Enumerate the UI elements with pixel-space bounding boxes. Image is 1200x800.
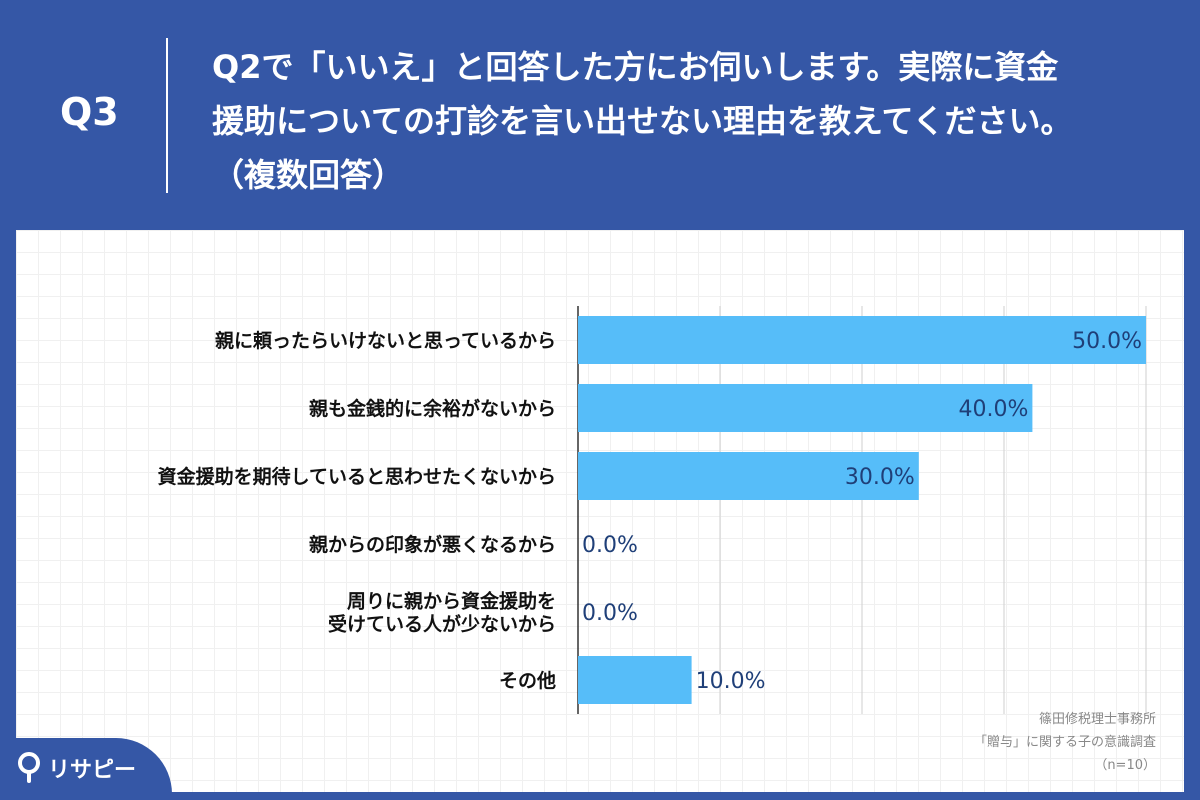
question-line: 援助についての打診を言い出せない理由を教えてください。 xyxy=(212,102,1073,140)
source-line: 「贈与」に関する子の意識調査 xyxy=(973,735,1156,750)
chart-panel: 親に頼ったらいけないと思っているから 50.0% 親も金銭的に余裕がないから 40.0… xyxy=(16,230,1184,792)
bar xyxy=(578,656,692,704)
category-label: その他 xyxy=(499,669,556,692)
question-line: Q2で「いいえ」と回答した方にお伺いします。実際に資金 xyxy=(212,48,1059,86)
category-label: 周りに親から資金援助を受けている人が少ないから xyxy=(328,590,556,636)
category-label: 資金援助を期待していると思わせたくないから xyxy=(158,465,556,488)
question-number: Q3 xyxy=(60,90,119,134)
value-label: 30.0% xyxy=(845,465,915,490)
question-line: （複数回答） xyxy=(212,156,405,194)
question-text: Q2で「いいえ」と回答した方にお伺いします。実際に資金 援助についての打診を言い… xyxy=(212,40,1172,202)
location-pin-icon xyxy=(18,752,40,783)
category-label: 親も金銭的に余裕がないから xyxy=(309,397,556,420)
value-label: 40.0% xyxy=(959,397,1029,422)
source-note: 篠田修税理士事務所 「贈与」に関する子の意識調査 （n=10） xyxy=(974,708,1156,777)
bar xyxy=(578,452,919,500)
value-label: 50.0% xyxy=(1072,329,1142,354)
source-line: （n=10） xyxy=(1094,758,1156,773)
source-line: 篠田修税理士事務所 xyxy=(1038,712,1156,727)
value-label: 0.0% xyxy=(582,533,638,558)
brand-logo: リサピー xyxy=(16,750,136,786)
logo-tab xyxy=(0,738,172,800)
value-label: 10.0% xyxy=(696,669,766,694)
logo-text: リサピー xyxy=(48,758,137,783)
category-label: 親に頼ったらいけないと思っているから xyxy=(215,329,556,352)
bar xyxy=(578,316,1146,364)
category-label: 親からの印象が悪くなるから xyxy=(309,533,556,556)
bar xyxy=(578,384,1033,432)
header-divider xyxy=(166,38,168,193)
question-header: Q3 Q2で「いいえ」と回答した方にお伺いします。実際に資金 援助についての打診… xyxy=(0,0,1200,228)
value-label: 0.0% xyxy=(582,601,638,626)
bar-chart: 親に頼ったらいけないと思っているから 50.0% 親も金銭的に余裕がないから 40.0… xyxy=(158,306,1147,714)
